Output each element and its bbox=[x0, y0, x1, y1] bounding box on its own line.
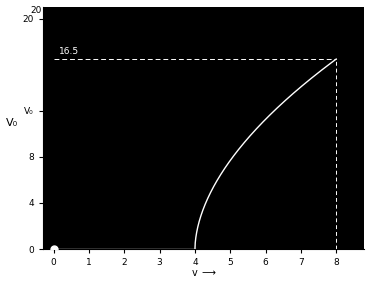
Text: 16.5: 16.5 bbox=[59, 47, 79, 56]
Text: 20: 20 bbox=[30, 6, 42, 15]
X-axis label: v $\longrightarrow$: v $\longrightarrow$ bbox=[191, 268, 217, 278]
Y-axis label: V₀: V₀ bbox=[6, 118, 18, 128]
